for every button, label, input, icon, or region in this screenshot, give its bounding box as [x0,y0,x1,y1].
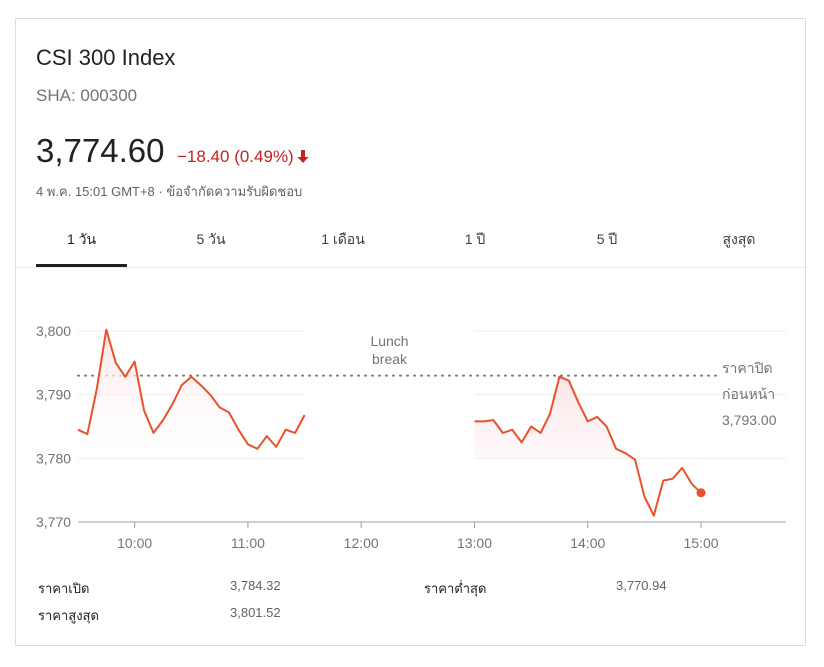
lunch-break-label: Lunch [370,333,408,349]
previous-close-label: ราคาปิด [722,360,773,376]
y-tick-label: 3,780 [36,450,71,466]
morning-series-line [77,328,306,450]
ticker-symbol: SHA: 000300 [36,86,138,105]
index-title: CSI 300 Index [36,45,176,70]
tab-5-years[interactable]: 5 ปี [596,231,618,247]
price-change: −18.40 (0.49%) [177,147,309,168]
lunch-break-label: break [372,351,408,367]
stat-label-low: ราคาต่ำสุด [424,581,487,596]
active-tab-indicator [36,264,127,267]
y-tick-label: 3,800 [36,323,71,339]
x-tick-label: 10:00 [117,535,152,551]
lunch-break-band [304,329,475,521]
x-tick-label: 12:00 [344,535,379,551]
price-change-text: −18.40 (0.49%) [177,147,294,166]
x-tick-label: 14:00 [570,535,605,551]
x-tick-label: 13:00 [457,535,492,551]
x-tick-label: 11:00 [231,535,265,551]
y-tick-label: 3,770 [36,514,71,530]
stat-label-open: ราคาเปิด [38,581,90,596]
afternoon-series-line [474,375,702,517]
timestamp-disclaimer[interactable]: 4 พ.ค. 15:01 GMT+8 · ข้อจำกัดความรับผิดช… [36,184,303,199]
tab-5-days[interactable]: 5 วัน [196,231,226,247]
stat-label-high: ราคาสูงสุด [38,608,99,623]
stock-card: CSI 300 Index SHA: 000300 3,774.60 −18.4… [15,18,806,646]
previous-close-label: 3,793.00 [722,412,777,428]
tab-1-day[interactable]: 1 วัน [66,231,97,247]
stat-value-open: 3,784.32 [230,578,281,593]
arrow-down-icon [297,148,309,168]
tab-max[interactable]: สูงสุด [722,231,756,247]
x-tick-label: 15:00 [684,535,719,551]
afternoon-series-area [474,376,701,459]
tab-1-month[interactable]: 1 เดือน [321,231,365,247]
previous-close-label: ก่อนหน้า [722,386,775,402]
range-tabs: 1 วัน 5 วัน 1 เดือน 1 ปี 5 ปี สูงสุด [16,219,805,268]
y-tick-label: 3,790 [36,387,71,403]
stat-value-low: 3,770.94 [616,578,667,593]
tab-1-year[interactable]: 1 ปี [464,231,486,247]
current-price: 3,774.60 [36,132,165,169]
intraday-line-chart[interactable]: 3,770 3,780 3,790 3,800 10:00 11:00 12:00 13:00… [16,279,805,564]
stat-value-high: 3,801.52 [230,605,281,620]
last-price-dot [696,488,706,498]
